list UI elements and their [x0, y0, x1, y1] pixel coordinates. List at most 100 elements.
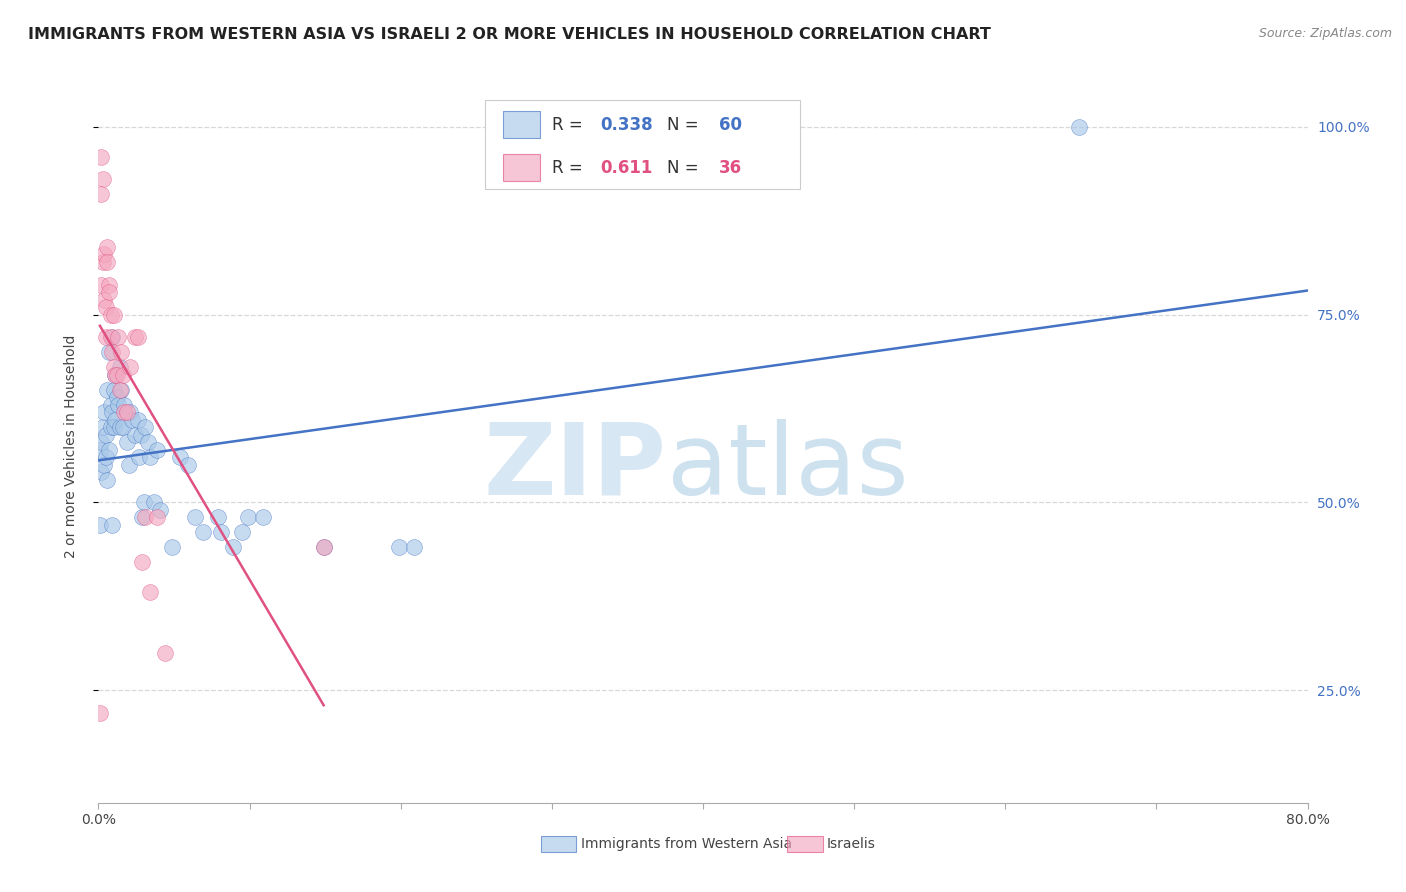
Point	[121, 413, 143, 427]
Point	[96, 383, 118, 397]
Point	[115, 435, 138, 450]
Point	[236, 510, 259, 524]
Text: 36: 36	[718, 159, 742, 177]
Text: IMMIGRANTS FROM WESTERN ASIA VS ISRAELI 2 OR MORE VEHICLES IN HOUSEHOLD CORRELAT: IMMIGRANTS FROM WESTERN ASIA VS ISRAELI …	[28, 27, 991, 42]
Point	[89, 442, 111, 457]
Point	[104, 368, 127, 382]
Point	[108, 420, 131, 434]
Y-axis label: 2 or more Vehicles in Household: 2 or more Vehicles in Household	[63, 334, 77, 558]
Point	[143, 495, 166, 509]
Text: N =: N =	[666, 116, 703, 134]
Point	[94, 330, 117, 344]
Point	[90, 435, 112, 450]
Point	[93, 405, 115, 419]
Point	[103, 360, 125, 375]
Point	[96, 240, 118, 254]
Point	[146, 442, 169, 457]
Text: Source: ZipAtlas.com: Source: ZipAtlas.com	[1258, 27, 1392, 40]
Point	[91, 420, 114, 434]
Point	[149, 503, 172, 517]
Text: atlas: atlas	[666, 419, 908, 516]
Point	[139, 450, 162, 465]
Bar	[503, 112, 540, 138]
Point	[90, 187, 112, 202]
Text: 0.338: 0.338	[600, 116, 652, 134]
Point	[191, 525, 214, 540]
Point	[184, 510, 207, 524]
Point	[94, 450, 117, 465]
Point	[104, 413, 127, 427]
Point	[105, 368, 128, 382]
Point	[89, 517, 111, 532]
Point	[101, 345, 124, 359]
Text: R =: R =	[553, 159, 588, 177]
Point	[312, 541, 335, 555]
Point	[104, 368, 127, 382]
Point	[112, 405, 135, 419]
Point	[169, 450, 191, 465]
Point	[112, 398, 135, 412]
Point	[404, 541, 426, 555]
Point	[93, 293, 115, 307]
Point	[115, 405, 138, 419]
Point	[136, 435, 159, 450]
Point	[209, 525, 232, 540]
Point	[146, 510, 169, 524]
Point	[131, 556, 153, 570]
Text: N =: N =	[666, 159, 703, 177]
Point	[124, 427, 146, 442]
FancyBboxPatch shape	[485, 100, 800, 189]
Text: Immigrants from Western Asia: Immigrants from Western Asia	[581, 837, 792, 851]
Point	[108, 360, 131, 375]
Point	[111, 368, 134, 382]
Point	[388, 541, 411, 555]
Point	[107, 330, 129, 344]
Point	[89, 706, 111, 720]
Point	[103, 383, 125, 397]
Point	[101, 330, 124, 344]
Point	[110, 345, 132, 359]
Point	[103, 308, 125, 322]
Point	[98, 277, 121, 292]
Point	[134, 510, 156, 524]
Point	[132, 495, 155, 509]
Point	[128, 450, 150, 465]
Text: ZIP: ZIP	[484, 419, 666, 516]
Point	[101, 517, 124, 532]
Point	[93, 458, 115, 472]
Point	[1069, 120, 1091, 134]
Point	[91, 255, 114, 269]
Point	[100, 330, 122, 344]
Point	[153, 646, 176, 660]
Point	[118, 458, 141, 472]
Point	[93, 247, 115, 261]
Text: R =: R =	[553, 116, 588, 134]
Point	[131, 510, 153, 524]
Point	[312, 541, 335, 555]
Point	[129, 427, 152, 442]
Point	[98, 285, 121, 299]
Point	[103, 420, 125, 434]
Point	[100, 398, 122, 412]
Point	[94, 300, 117, 314]
Point	[90, 150, 112, 164]
Point	[96, 473, 118, 487]
Point	[127, 413, 149, 427]
Point	[96, 255, 118, 269]
Point	[222, 541, 245, 555]
Text: 60: 60	[718, 116, 742, 134]
Point	[100, 420, 122, 434]
Point	[90, 465, 112, 479]
Point	[207, 510, 229, 524]
Point	[110, 383, 132, 397]
Point	[98, 442, 121, 457]
Point	[107, 398, 129, 412]
Point	[134, 420, 156, 434]
Point	[124, 330, 146, 344]
Point	[120, 360, 142, 375]
Point	[252, 510, 274, 524]
Point	[231, 525, 253, 540]
Point	[176, 458, 198, 472]
Point	[127, 330, 149, 344]
Point	[162, 541, 184, 555]
